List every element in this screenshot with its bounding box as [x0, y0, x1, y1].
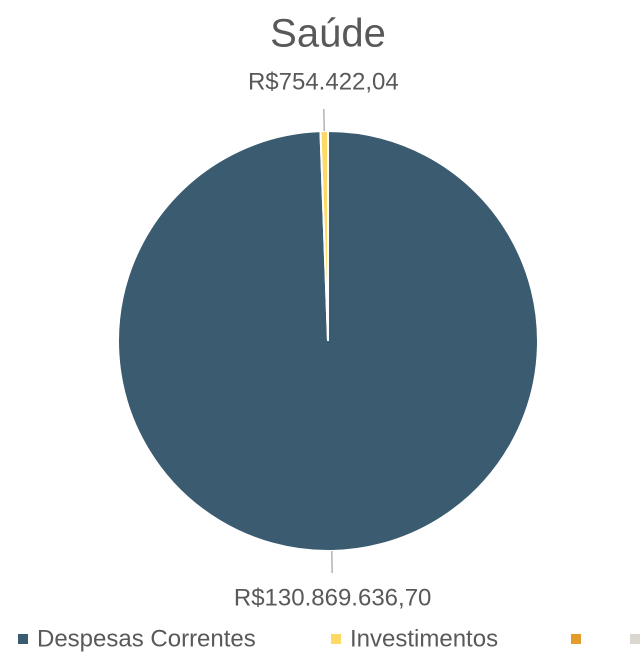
- legend-swatch: [18, 634, 28, 644]
- legend-label: Investimentos: [350, 625, 498, 652]
- legend-swatch: [630, 634, 640, 644]
- chart-title: Saúde: [270, 12, 386, 56]
- legend-swatch: [331, 634, 341, 644]
- legend-label: Despesas Correntes: [37, 625, 256, 652]
- data-label: R$754.422,04: [248, 68, 399, 95]
- data-label: R$130.869.636,70: [234, 584, 432, 611]
- legend-swatch: [571, 634, 581, 644]
